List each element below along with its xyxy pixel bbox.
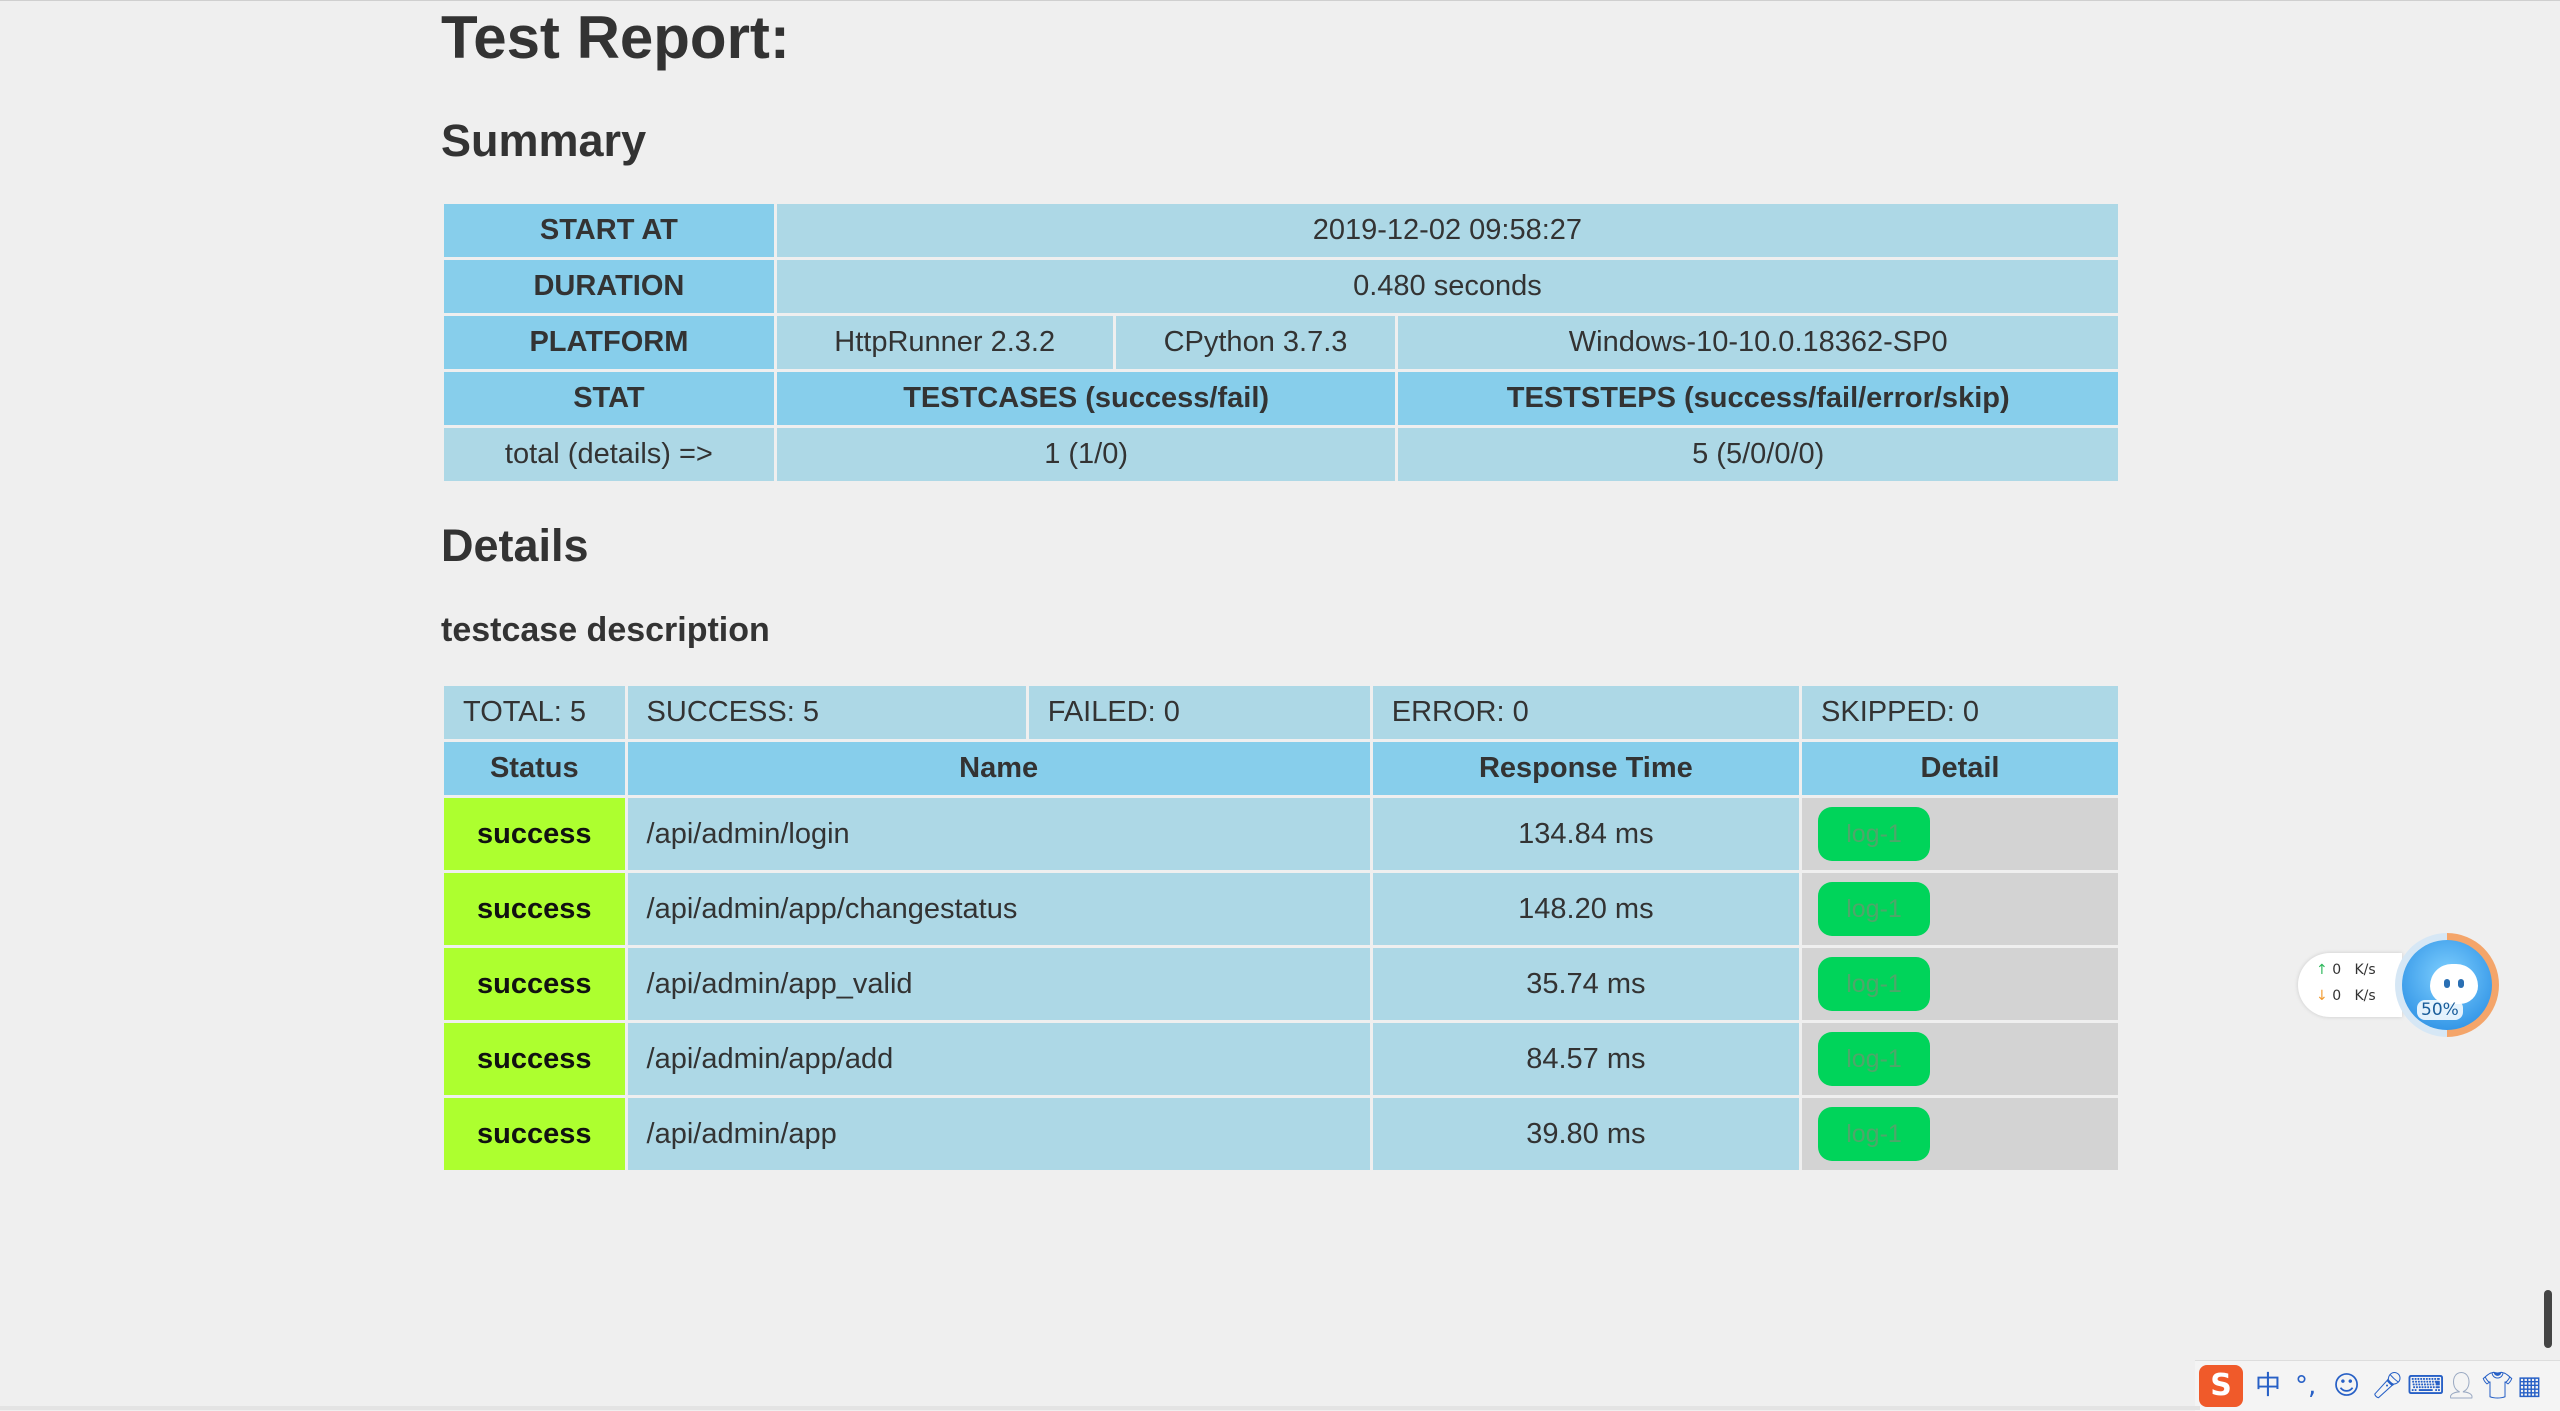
col-status: Status <box>444 742 625 795</box>
response-time-cell: 35.74 ms <box>1372 948 1800 1020</box>
teststeps-value: 5 (5/0/0/0) <box>1398 428 2118 481</box>
name-cell: /api/admin/login <box>627 798 1370 870</box>
summary-row-stat: STAT TESTCASES (success/fail) TESTSTEPS … <box>444 372 2118 425</box>
count-skipped: SKIPPED: 0 <box>1802 686 2118 739</box>
mascot-icon <box>2430 964 2478 1004</box>
col-detail: Detail <box>1802 742 2118 795</box>
detail-cell: log-1 <box>1802 948 2118 1020</box>
summary-heading: Summary <box>441 115 647 166</box>
summary-row-duration: DURATION 0.480 seconds <box>444 260 2118 313</box>
table-row: success /api/admin/app 39.80 ms log-1 <box>444 1098 2118 1170</box>
download-value: 0 <box>2332 988 2342 1004</box>
status-cell: success <box>444 1098 625 1170</box>
total-details-link[interactable]: total (details) => <box>444 428 774 481</box>
microphone-icon[interactable]: 🎤︎ <box>2371 1371 2405 1401</box>
scrollbar-thumb[interactable] <box>2544 1290 2552 1348</box>
summary-row-total: total (details) => 1 (1/0) 5 (5/0/0/0) <box>444 428 2118 481</box>
testcases-value: 1 (1/0) <box>776 428 1396 481</box>
status-cell: success <box>444 873 625 945</box>
platform-python: CPython 3.7.3 <box>1115 316 1396 369</box>
summary-row-start: START AT 2019-12-02 09:58:27 <box>444 204 2118 257</box>
ime-toolbar: S 中 °, ☺ 🎤︎ ⌨ 👤︎ 👕︎ ▦ <box>2195 1360 2560 1411</box>
platform-os: Windows-10-10.0.18362-SP0 <box>1398 316 2118 369</box>
start-at-label: START AT <box>444 204 774 257</box>
platform-httprunner: HttpRunner 2.3.2 <box>776 316 1113 369</box>
stat-label: STAT <box>444 372 774 425</box>
response-time-cell: 134.84 ms <box>1372 798 1800 870</box>
shirt-icon[interactable]: 👕︎ <box>2481 1371 2515 1401</box>
details-table: TOTAL: 5 SUCCESS: 5 FAILED: 0 ERROR: 0 S… <box>441 683 2121 1173</box>
status-cell: success <box>444 798 625 870</box>
summary-row-platform: PLATFORM HttpRunner 2.3.2 CPython 3.7.3 … <box>444 316 2118 369</box>
response-time-cell: 39.80 ms <box>1372 1098 1800 1170</box>
name-cell: /api/admin/app/changestatus <box>627 873 1370 945</box>
accelerator-ball[interactable]: 50% <box>2395 933 2499 1037</box>
upload-speed: ↑ 0 K/s <box>2316 962 2376 978</box>
accelerator-ball-inner <box>2402 940 2492 1030</box>
response-time-cell: 84.57 ms <box>1372 1023 1800 1095</box>
log-button[interactable]: log-1 <box>1818 882 1931 936</box>
table-row: success /api/admin/app/changestatus 148.… <box>444 873 2118 945</box>
upload-value: 0 <box>2332 962 2342 978</box>
count-success: SUCCESS: 5 <box>627 686 1026 739</box>
memory-percent: 50% <box>2417 1000 2463 1020</box>
testcases-label: TESTCASES (success/fail) <box>776 372 1396 425</box>
col-name: Name <box>627 742 1370 795</box>
grid-icon[interactable]: ▦ <box>2517 1371 2542 1401</box>
bottom-border <box>0 1406 2200 1410</box>
top-border <box>0 0 2560 1</box>
details-header-row: Status Name Response Time Detail <box>444 742 2118 795</box>
testcase-name: testcase description <box>441 611 770 649</box>
teststeps-label: TESTSTEPS (success/fail/error/skip) <box>1398 372 2118 425</box>
count-error: ERROR: 0 <box>1372 686 1800 739</box>
log-button[interactable]: log-1 <box>1818 1107 1931 1161</box>
summary-table: START AT 2019-12-02 09:58:27 DURATION 0.… <box>441 201 2121 484</box>
log-button[interactable]: log-1 <box>1818 1032 1931 1086</box>
user-icon[interactable]: 👤︎ <box>2445 1371 2479 1401</box>
log-button[interactable]: log-1 <box>1818 807 1931 861</box>
duration-label: DURATION <box>444 260 774 313</box>
table-row: success /api/admin/login 134.84 ms log-1 <box>444 798 2118 870</box>
counts-row: TOTAL: 5 SUCCESS: 5 FAILED: 0 ERROR: 0 S… <box>444 686 2118 739</box>
count-total: TOTAL: 5 <box>444 686 625 739</box>
network-speed-widget[interactable]: ↑ 0 K/s ↓ 0 K/s <box>2298 953 2402 1017</box>
upload-unit: K/s <box>2354 962 2376 978</box>
status-cell: success <box>444 948 625 1020</box>
upload-arrow-icon: ↑ <box>2316 962 2328 978</box>
start-at-value: 2019-12-02 09:58:27 <box>776 204 2118 257</box>
page-title: Test Report: <box>441 4 790 71</box>
name-cell: /api/admin/app/add <box>627 1023 1370 1095</box>
table-row: success /api/admin/app_valid 35.74 ms lo… <box>444 948 2118 1020</box>
name-cell: /api/admin/app <box>627 1098 1370 1170</box>
ime-logo-icon[interactable]: S <box>2199 1365 2243 1407</box>
detail-cell: log-1 <box>1802 873 2118 945</box>
detail-cell: log-1 <box>1802 1023 2118 1095</box>
detail-cell: log-1 <box>1802 798 2118 870</box>
duration-value: 0.480 seconds <box>776 260 2118 313</box>
details-heading: Details <box>441 520 589 571</box>
ime-mode-toggle[interactable]: 中 <box>2255 1371 2282 1401</box>
table-row: success /api/admin/app/add 84.57 ms log-… <box>444 1023 2118 1095</box>
name-cell: /api/admin/app_valid <box>627 948 1370 1020</box>
response-time-cell: 148.20 ms <box>1372 873 1800 945</box>
detail-cell: log-1 <box>1802 1098 2118 1170</box>
download-unit: K/s <box>2354 988 2376 1004</box>
keyboard-icon[interactable]: ⌨ <box>2407 1371 2445 1401</box>
ime-punct-toggle[interactable]: °, <box>2295 1371 2317 1401</box>
status-cell: success <box>444 1023 625 1095</box>
platform-label: PLATFORM <box>444 316 774 369</box>
log-button[interactable]: log-1 <box>1818 957 1931 1011</box>
col-response-time: Response Time <box>1372 742 1800 795</box>
emoji-icon[interactable]: ☺ <box>2333 1371 2361 1401</box>
count-failed: FAILED: 0 <box>1028 686 1370 739</box>
download-arrow-icon: ↓ <box>2316 988 2328 1004</box>
download-speed: ↓ 0 K/s <box>2316 988 2376 1004</box>
